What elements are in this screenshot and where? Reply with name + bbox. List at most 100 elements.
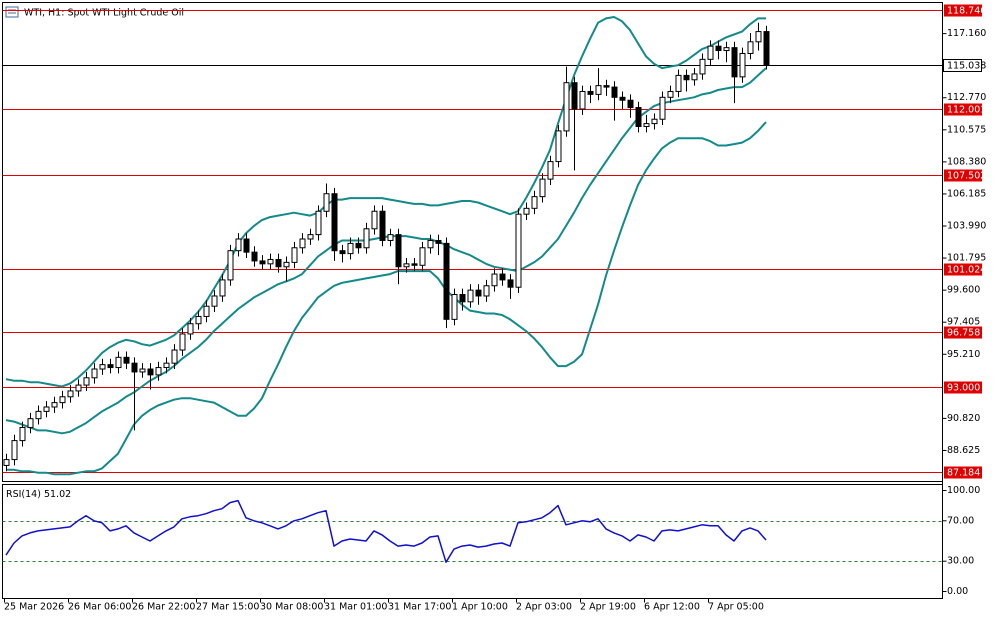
rsi-layer bbox=[2, 499, 943, 563]
level-label: 118.746 bbox=[947, 6, 986, 17]
candle-body bbox=[179, 333, 186, 351]
candle-body bbox=[139, 368, 146, 373]
chart-title: WTI, H1: Spot WTI Light Crude Oil bbox=[24, 8, 184, 19]
candle-body bbox=[531, 196, 538, 209]
candle-body bbox=[171, 349, 178, 364]
y-tick-label: 99.600 bbox=[947, 285, 980, 296]
rsi-title: RSI(14) 51.02 bbox=[6, 489, 71, 500]
level-label-box bbox=[944, 103, 982, 116]
candle-body bbox=[267, 258, 274, 265]
main-layer bbox=[2, 10, 943, 476]
level-label-box bbox=[944, 169, 982, 182]
candle-body bbox=[227, 250, 234, 281]
candle-body bbox=[83, 377, 90, 386]
candle-body bbox=[683, 74, 690, 81]
y-tick-label: 101.795 bbox=[947, 253, 986, 264]
candle-body bbox=[747, 41, 754, 54]
candle-body bbox=[571, 82, 578, 110]
candle-body bbox=[763, 31, 770, 66]
candle-body bbox=[427, 239, 434, 249]
candle-body bbox=[579, 90, 586, 110]
main-panel bbox=[2, 2, 943, 482]
level-label-box bbox=[944, 326, 982, 339]
candle-body bbox=[219, 279, 226, 297]
candle-body bbox=[331, 193, 338, 252]
candle-body bbox=[75, 384, 82, 392]
candle-body bbox=[459, 294, 466, 303]
rsi-y-tick-label: 0.00 bbox=[947, 586, 968, 597]
rsi-y-tick-label: 30.00 bbox=[947, 556, 974, 567]
candle-body bbox=[251, 251, 258, 262]
y-tick-label: 112.770 bbox=[947, 92, 986, 103]
level-label: 101.024 bbox=[947, 265, 986, 276]
candle-body bbox=[3, 459, 10, 466]
candle-body bbox=[91, 368, 98, 379]
x-tick-label: 26 Mar 06:00 bbox=[68, 602, 131, 613]
candle-body bbox=[243, 238, 250, 253]
rsi-name: RSI(14) bbox=[6, 489, 41, 500]
candle-body bbox=[443, 242, 450, 320]
y-tick-label: 103.990 bbox=[947, 221, 986, 232]
candle-body bbox=[707, 45, 714, 60]
level-label: 96.758 bbox=[947, 328, 980, 339]
candle-body bbox=[51, 402, 58, 408]
candle-body bbox=[339, 250, 346, 255]
candle-body bbox=[379, 210, 386, 241]
candle-body bbox=[323, 193, 330, 212]
x-tick-label: 30 Mar 08:00 bbox=[260, 602, 323, 613]
candle-body bbox=[723, 47, 730, 52]
candle-body bbox=[43, 406, 50, 412]
x-tick-label: 7 Apr 05:00 bbox=[708, 602, 764, 613]
candle-body bbox=[307, 234, 314, 240]
candle-body bbox=[619, 96, 626, 101]
candle-body bbox=[115, 356, 122, 369]
candle-body bbox=[515, 213, 522, 288]
y-tick-label: 108.380 bbox=[947, 156, 986, 167]
candle-body bbox=[35, 410, 42, 420]
band-lower bbox=[6, 121, 767, 476]
candle-body bbox=[403, 263, 410, 268]
candle-body bbox=[203, 305, 210, 317]
y-tick-label: 106.185 bbox=[947, 188, 986, 199]
rsi-line bbox=[5, 499, 767, 563]
candle-body bbox=[539, 178, 546, 198]
candle-body bbox=[411, 263, 418, 266]
candle-body bbox=[195, 315, 202, 325]
x-tick-label: 6 Apr 12:00 bbox=[644, 602, 700, 613]
candle-body bbox=[739, 52, 746, 78]
x-tick-label: 25 Mar 2026 bbox=[4, 602, 64, 613]
last-price-label: 115.038 bbox=[947, 61, 986, 72]
candle-body bbox=[499, 273, 506, 281]
candle-body bbox=[483, 285, 490, 297]
candle-body bbox=[11, 440, 18, 461]
candle-body bbox=[131, 362, 138, 373]
x-tick-label: 31 Mar 17:00 bbox=[388, 602, 451, 613]
candle-body bbox=[107, 364, 114, 369]
level-label-box bbox=[944, 381, 982, 394]
x-tick-label: 26 Mar 22:00 bbox=[132, 602, 195, 613]
band-upper bbox=[5, 16, 766, 388]
candle-body bbox=[507, 279, 514, 288]
candle-body bbox=[155, 367, 162, 376]
y-tick-label: 95.210 bbox=[947, 349, 980, 360]
candle-body bbox=[275, 258, 282, 268]
candle-body bbox=[491, 273, 498, 287]
candle-body bbox=[363, 228, 370, 249]
candle-body bbox=[235, 238, 242, 252]
candle-body bbox=[315, 210, 322, 236]
candle-body bbox=[699, 58, 706, 75]
candle-body bbox=[355, 242, 362, 249]
candle-body bbox=[691, 73, 698, 81]
last-price-box bbox=[943, 59, 982, 72]
candle-body bbox=[163, 362, 170, 369]
rsi-panel bbox=[2, 484, 943, 599]
candle-body bbox=[59, 396, 66, 404]
candle-body bbox=[99, 364, 106, 370]
y-tick-label: 117.160 bbox=[947, 28, 986, 39]
rsi-last-value: 51.02 bbox=[44, 489, 71, 500]
x-tick-label: 31 Mar 01:00 bbox=[324, 602, 387, 613]
y-tick-label: 88.625 bbox=[947, 445, 980, 456]
candle-body bbox=[659, 96, 666, 120]
candle-body bbox=[643, 123, 650, 128]
y-tick-label: 90.820 bbox=[947, 413, 980, 424]
